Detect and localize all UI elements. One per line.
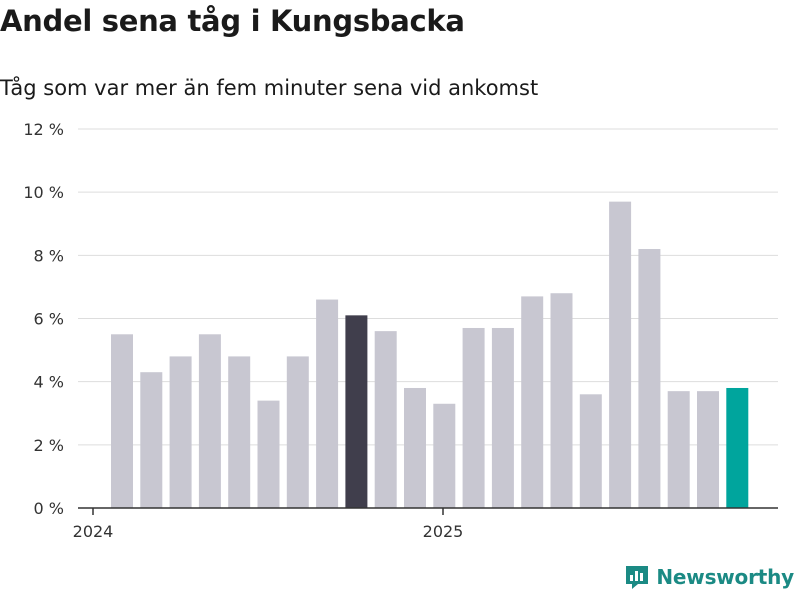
bar-chart: 0 % 2 % 4 % 6 % 8 % 10 % 12 % 2024 2025: [23, 120, 778, 541]
bar: [638, 249, 661, 508]
bar: [404, 387, 426, 508]
bar: [316, 299, 339, 508]
bar: [462, 327, 485, 508]
newsworthy-logo-icon: [626, 566, 649, 589]
bar: [345, 315, 368, 508]
y-tick-label: 12 %: [23, 120, 64, 139]
bar: [579, 394, 602, 508]
chart-title: Andel sena tåg i Kungsbacka: [0, 4, 465, 38]
y-tick-label: 6 %: [34, 310, 64, 329]
x-tick-label: 2024: [73, 522, 114, 541]
bar: [550, 293, 573, 508]
bar: [198, 334, 221, 508]
bar: [491, 327, 514, 508]
bar: [111, 334, 133, 508]
bar: [228, 356, 251, 508]
y-tick-label: 2 %: [34, 436, 64, 455]
bar: [433, 403, 456, 508]
brand-name: Newsworthy: [656, 565, 794, 589]
bar: [609, 201, 632, 508]
y-tick-label: 8 %: [34, 246, 64, 265]
chart-subtitle: Tåg som var mer än fem minuter sena vid …: [0, 76, 539, 100]
y-tick-label: 4 %: [34, 373, 64, 392]
bar: [726, 387, 749, 508]
brand-logo: Newsworthy: [624, 564, 794, 590]
bar: [697, 391, 719, 508]
y-tick-label: 0 %: [34, 499, 64, 518]
y-tick-label: 10 %: [23, 183, 64, 202]
bar: [257, 400, 280, 508]
bar: [286, 356, 309, 508]
bar: [521, 296, 544, 508]
bar: [140, 372, 163, 508]
x-tick-label: 2025: [423, 522, 464, 541]
bar: [374, 331, 397, 508]
bar: [169, 356, 192, 508]
bar: [667, 391, 690, 508]
